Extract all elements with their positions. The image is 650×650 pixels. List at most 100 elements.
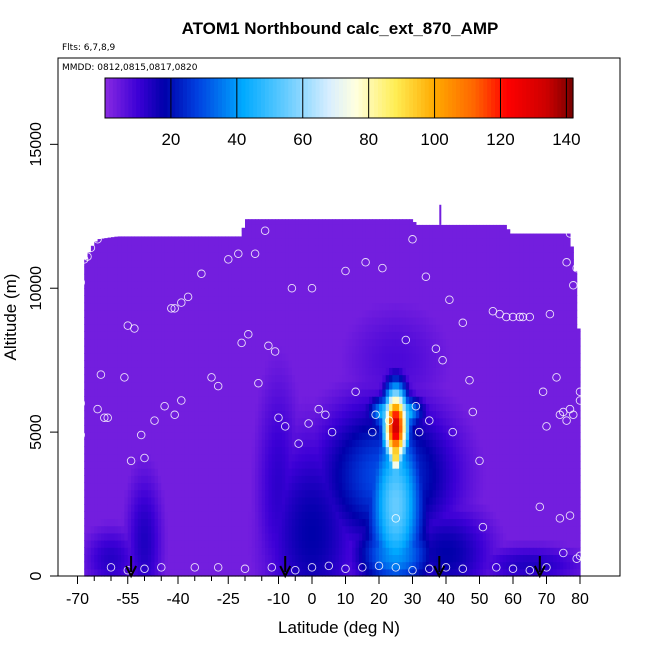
heatmap-cell: [355, 504, 360, 512]
heatmap-cell: [285, 324, 290, 332]
heatmap-cell: [167, 540, 172, 548]
heatmap-cell: [412, 468, 417, 476]
heatmap-cell: [345, 266, 350, 275]
heatmap-cell: [144, 475, 149, 484]
heatmap-cell: [171, 302, 176, 311]
heatmap-cell: [325, 219, 330, 225]
heatmap-cell: [144, 245, 149, 253]
heatmap-cell: [251, 381, 256, 390]
heatmap-cell: [338, 331, 343, 340]
heatmap-cell: [114, 410, 119, 419]
heatmap-cell: [248, 338, 253, 347]
heatmap-cell: [258, 223, 263, 232]
heatmap-cell: [94, 424, 99, 433]
heatmap-cell: [131, 338, 136, 347]
heatmap-cell: [218, 338, 223, 347]
heatmap-cell: [137, 259, 142, 268]
heatmap-cell: [184, 367, 189, 376]
heatmap-cell: [137, 237, 142, 246]
heatmap-cell: [141, 540, 146, 548]
heatmap-cell: [352, 403, 357, 412]
heatmap-cell: [399, 504, 404, 512]
heatmap-cell: [258, 403, 263, 412]
heatmap-cell: [322, 288, 326, 297]
heatmap-cell: [385, 410, 390, 419]
heatmap-cell: [368, 266, 373, 275]
heatmap-cell: [100, 360, 105, 368]
heatmap-cell: [161, 252, 166, 261]
heatmap-cell: [332, 468, 337, 476]
heatmap-cell: [121, 504, 125, 512]
heatmap-cell: [204, 367, 209, 376]
heatmap-cell: [335, 352, 340, 361]
heatmap-cell: [291, 266, 296, 275]
heatmap-cell: [325, 468, 330, 476]
heatmap-cell: [228, 266, 233, 275]
heatmap-cell: [234, 417, 239, 426]
heatmap-cell: [298, 561, 303, 570]
heatmap-cell: [214, 417, 219, 426]
heatmap-cell: [358, 381, 363, 390]
heatmap-cell: [241, 237, 246, 246]
heatmap-cell: [382, 281, 387, 289]
heatmap-cell: [332, 403, 337, 412]
heatmap-cell: [419, 439, 424, 448]
heatmap-cell: [245, 266, 249, 275]
heatmap-cell: [234, 424, 239, 433]
heatmap-cell: [271, 223, 276, 232]
heatmap-cell: [312, 561, 316, 570]
heatmap-cell: [141, 236, 146, 239]
heatmap-cell: [285, 295, 290, 304]
heatmap-cell: [231, 338, 236, 347]
heatmap-cell: [248, 281, 253, 289]
heatmap-cell: [147, 345, 152, 354]
heatmap-cell: [121, 511, 125, 520]
heatmap-cell: [338, 245, 343, 253]
heatmap-cell: [298, 489, 303, 498]
heatmap-cell: [164, 554, 169, 563]
heatmap-cell: [362, 374, 367, 383]
heatmap-cell: [399, 219, 404, 225]
heatmap-cell: [144, 554, 149, 563]
heatmap-cell: [114, 453, 119, 462]
heatmap-cell: [134, 345, 139, 354]
heatmap-cell: [251, 518, 256, 527]
heatmap-cell: [255, 345, 259, 354]
heatmap-cell: [358, 259, 363, 268]
heatmap-cell: [94, 568, 99, 577]
heatmap-cell: [111, 568, 115, 577]
heatmap-cell: [234, 410, 239, 419]
heatmap-cell: [308, 496, 313, 505]
heatmap-cell: [251, 482, 256, 491]
heatmap-cell: [295, 360, 300, 368]
heatmap-cell: [154, 475, 159, 484]
heatmap-cell: [362, 547, 367, 556]
heatmap-cell: [399, 547, 404, 556]
heatmap-cell: [261, 324, 266, 332]
heatmap-cell: [84, 302, 89, 311]
heatmap-cell: [211, 417, 216, 426]
heatmap-cell: [154, 388, 159, 397]
heatmap-cell: [141, 424, 146, 433]
heatmap-cell: [211, 345, 216, 354]
heatmap-cell: [355, 396, 360, 404]
heatmap-cell: [107, 374, 112, 383]
heatmap-cell: [241, 388, 246, 397]
heatmap-cell: [184, 374, 189, 383]
heatmap-cell: [90, 345, 95, 354]
heatmap-cell: [251, 561, 256, 570]
heatmap-cell: [174, 554, 179, 563]
heatmap-cell: [308, 230, 313, 239]
heatmap-cell: [338, 511, 343, 520]
heatmap-cell: [285, 230, 290, 239]
heatmap-cell: [191, 259, 196, 268]
heatmap: [84, 204, 581, 577]
heatmap-cell: [335, 266, 340, 275]
heatmap-cell: [338, 309, 343, 318]
heatmap-cell: [90, 403, 95, 412]
heatmap-cell: [251, 266, 256, 275]
heatmap-cell: [117, 554, 122, 563]
heatmap-cell: [348, 460, 353, 469]
heatmap-cell: [268, 245, 273, 253]
heatmap-cell: [298, 360, 303, 368]
